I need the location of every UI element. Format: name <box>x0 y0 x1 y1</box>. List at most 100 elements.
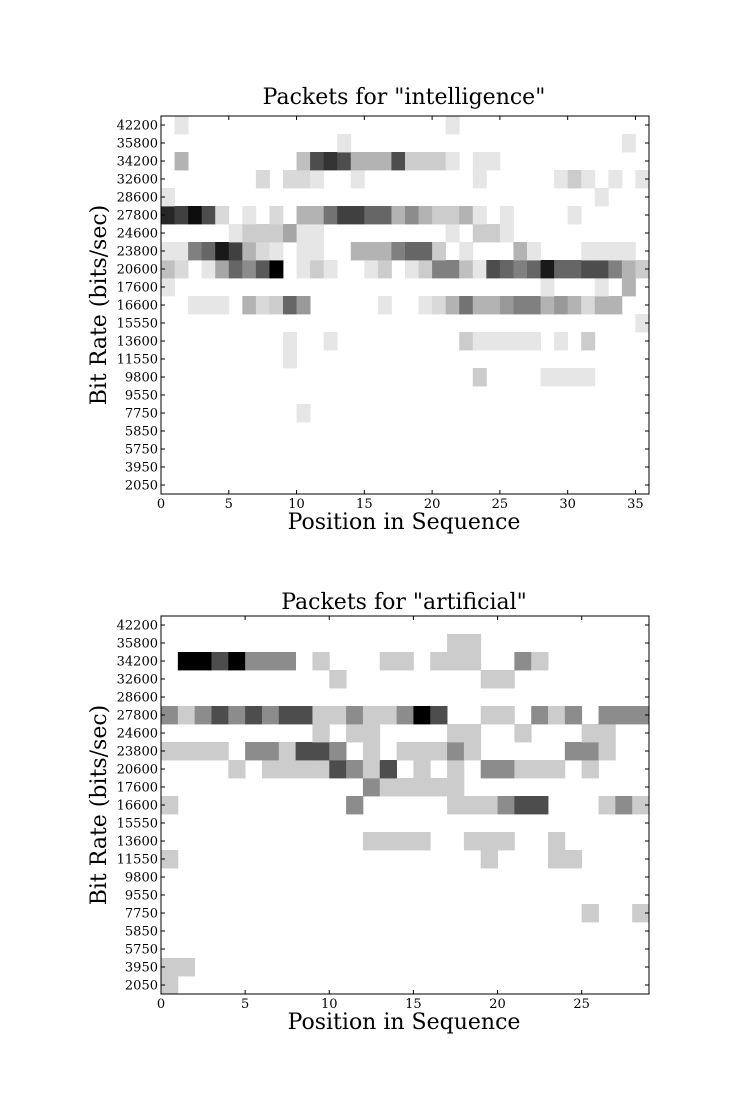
y-tick-label: 23800 <box>117 245 158 260</box>
y-tick-label: 5850 <box>125 425 158 440</box>
heatmap-cell <box>161 742 179 761</box>
heatmap-cell <box>377 242 392 261</box>
x-tick-label: 30 <box>559 497 576 512</box>
heatmap-cell <box>215 242 230 261</box>
heatmap-cell <box>486 332 501 351</box>
heatmap-cell <box>445 116 460 135</box>
heatmap-cell <box>377 152 392 171</box>
y-axis-label: Bit Rate (bits/sec) <box>87 205 112 406</box>
heatmap-cell <box>564 706 583 725</box>
heatmap-cell <box>594 242 609 261</box>
y-tick-label: 27800 <box>117 709 158 724</box>
heatmap-cell <box>527 242 541 261</box>
heatmap-cell <box>548 832 566 851</box>
heatmap-cell <box>497 670 515 689</box>
heatmap-cell <box>459 242 474 261</box>
heatmap-cell <box>594 260 609 279</box>
heatmap-cell <box>594 278 609 297</box>
heatmap-cell <box>472 206 487 225</box>
heatmap-cell <box>255 242 270 261</box>
y-tick-label: 17600 <box>117 281 158 296</box>
y-tick-label: 28600 <box>117 691 158 706</box>
heatmap-cell <box>445 296 460 315</box>
heatmap-cell <box>310 152 325 171</box>
y-tick-label: 32600 <box>117 173 158 188</box>
heatmap-cell <box>278 760 297 779</box>
heatmap-cell <box>310 170 325 189</box>
heatmap-cell <box>396 706 414 725</box>
heatmap-cell <box>554 260 569 279</box>
heatmap-cell <box>405 206 419 225</box>
chart-title: Packets for "artificial" <box>281 590 527 615</box>
heatmap-cell <box>255 224 270 243</box>
heatmap-cell <box>567 296 582 315</box>
heatmap-cell <box>447 796 465 815</box>
heatmap-cell <box>269 242 284 261</box>
heatmap-cell <box>245 706 263 725</box>
y-tick-label: 23800 <box>117 745 158 760</box>
heatmap-cell <box>608 296 623 315</box>
heatmap-cell <box>283 296 297 315</box>
heatmap-cell <box>581 368 596 387</box>
y-tick-label: 11550 <box>117 353 158 368</box>
heatmap-cell <box>377 206 392 225</box>
x-tick-label: 5 <box>241 997 249 1012</box>
heatmap-cell <box>242 260 257 279</box>
y-tick-label: 5750 <box>125 943 158 958</box>
x-tick-label: 15 <box>405 997 422 1012</box>
heatmap-cell <box>323 260 338 279</box>
heatmap-cell <box>391 242 406 261</box>
heatmap-cell <box>337 134 352 153</box>
heatmap-cell <box>554 368 569 387</box>
heatmap-cell <box>377 296 392 315</box>
heatmap-cell <box>447 742 465 761</box>
x-tick-label: 20 <box>489 997 506 1012</box>
heatmap-cell <box>581 904 599 923</box>
heatmap-cell <box>405 152 419 171</box>
heatmap-cell <box>161 958 179 977</box>
x-tick-label: 35 <box>627 497 644 512</box>
heatmap-cell <box>513 332 528 351</box>
heatmap-cell <box>161 796 179 815</box>
y-tick-label: 34200 <box>117 655 158 670</box>
heatmap-cell <box>364 152 379 171</box>
y-tick-label: 13600 <box>117 335 158 350</box>
heatmap-cell <box>346 796 364 815</box>
heatmap-cell <box>615 706 633 725</box>
heatmap-cell <box>379 760 397 779</box>
y-tick-label: 9800 <box>125 371 158 386</box>
heatmap-cell <box>480 706 498 725</box>
heatmap-cell <box>194 706 212 725</box>
y-tick-label: 35800 <box>117 137 158 152</box>
heatmap-cell <box>174 206 189 225</box>
heatmap-cell <box>581 724 599 743</box>
heatmap-cell <box>396 742 414 761</box>
heatmap-cell <box>527 296 541 315</box>
heatmap-cell <box>598 724 616 743</box>
heatmap-cell <box>621 242 636 261</box>
heatmap-cell <box>283 332 297 351</box>
heatmap-cell <box>472 260 487 279</box>
heatmap-cell <box>161 188 175 207</box>
heatmap-cell <box>295 760 313 779</box>
heatmap-cell <box>201 260 216 279</box>
heatmap-cell <box>413 760 431 779</box>
x-tick-label: 10 <box>321 997 338 1012</box>
heatmap-cell <box>472 170 487 189</box>
heatmap-cell <box>337 206 352 225</box>
y-tick-label: 2050 <box>125 979 158 994</box>
heatmap-cell <box>513 296 528 315</box>
y-tick-label: 17600 <box>117 781 158 796</box>
heatmap-cell <box>445 224 460 243</box>
heatmap-cell <box>598 706 616 725</box>
heatmap-cell <box>278 652 297 671</box>
heatmap-cell <box>261 706 280 725</box>
y-tick-label: 13600 <box>117 835 158 850</box>
heatmap-cell <box>567 260 582 279</box>
heatmap-cell <box>581 296 596 315</box>
heatmap-cell <box>445 260 460 279</box>
heatmap-cell <box>379 832 397 851</box>
heatmap-cell <box>228 652 246 671</box>
heatmap-cell <box>548 850 566 869</box>
x-axis-label: Position in Sequence <box>288 1010 521 1035</box>
